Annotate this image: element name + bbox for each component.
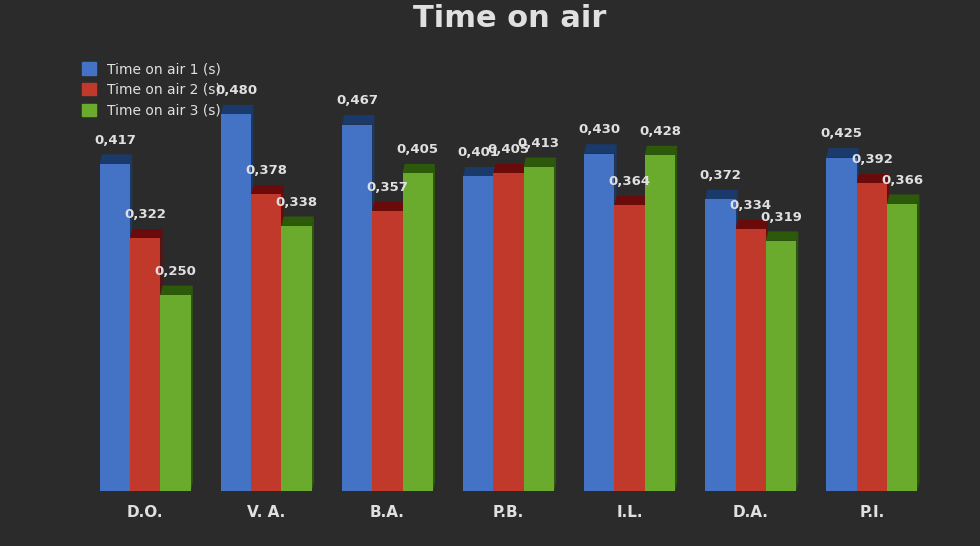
Polygon shape xyxy=(281,216,314,226)
Polygon shape xyxy=(220,105,254,114)
Bar xyxy=(130,239,161,491)
Text: 0,480: 0,480 xyxy=(215,84,257,97)
Text: 0,392: 0,392 xyxy=(851,153,893,166)
Legend: Time on air 1 (s), Time on air 2 (s), Time on air 3 (s): Time on air 1 (s), Time on air 2 (s), Ti… xyxy=(74,55,227,125)
Text: 0,319: 0,319 xyxy=(760,211,802,223)
Polygon shape xyxy=(736,190,738,491)
Polygon shape xyxy=(403,201,405,491)
Text: 0,372: 0,372 xyxy=(700,169,742,182)
Text: 0,405: 0,405 xyxy=(397,143,439,156)
Polygon shape xyxy=(464,167,496,176)
Polygon shape xyxy=(191,286,193,491)
Polygon shape xyxy=(614,144,616,491)
Polygon shape xyxy=(251,105,254,491)
Text: 0,428: 0,428 xyxy=(639,125,681,138)
Polygon shape xyxy=(887,174,889,491)
Polygon shape xyxy=(161,286,193,295)
Title: Time on air: Time on air xyxy=(413,4,607,33)
Polygon shape xyxy=(130,229,163,239)
Polygon shape xyxy=(433,164,435,491)
Polygon shape xyxy=(765,232,799,241)
Polygon shape xyxy=(493,164,526,173)
Bar xyxy=(220,114,251,491)
Polygon shape xyxy=(887,194,919,204)
Polygon shape xyxy=(523,164,526,491)
Polygon shape xyxy=(857,174,889,183)
Text: 0,378: 0,378 xyxy=(245,164,287,177)
Polygon shape xyxy=(917,194,919,491)
Polygon shape xyxy=(706,190,738,199)
Bar xyxy=(464,176,493,491)
Text: 0,338: 0,338 xyxy=(275,195,318,209)
Bar xyxy=(706,199,736,491)
Polygon shape xyxy=(614,196,647,205)
Polygon shape xyxy=(675,146,677,491)
Bar xyxy=(161,295,191,491)
Bar xyxy=(372,211,403,491)
Polygon shape xyxy=(523,158,556,167)
Bar xyxy=(281,226,312,491)
Bar xyxy=(493,173,523,491)
Bar xyxy=(857,183,887,491)
Bar xyxy=(887,204,917,491)
Polygon shape xyxy=(100,155,132,164)
Polygon shape xyxy=(251,185,283,194)
Polygon shape xyxy=(372,201,405,211)
Polygon shape xyxy=(857,148,858,491)
Bar xyxy=(403,173,433,491)
Text: 0,413: 0,413 xyxy=(517,136,560,150)
Bar xyxy=(765,241,796,491)
Bar xyxy=(826,158,857,491)
Polygon shape xyxy=(554,158,556,491)
Text: 0,417: 0,417 xyxy=(94,134,136,146)
Text: 0,322: 0,322 xyxy=(124,208,167,221)
Text: 0,430: 0,430 xyxy=(578,123,620,136)
Polygon shape xyxy=(372,115,374,491)
Text: 0,405: 0,405 xyxy=(487,143,529,156)
Bar xyxy=(584,153,614,491)
Polygon shape xyxy=(645,146,677,155)
Polygon shape xyxy=(493,167,496,491)
Text: 0,334: 0,334 xyxy=(730,199,772,212)
Bar xyxy=(100,164,130,491)
Polygon shape xyxy=(736,219,768,229)
Bar xyxy=(523,167,554,491)
Text: 0,364: 0,364 xyxy=(609,175,651,188)
Bar xyxy=(736,229,765,491)
Bar xyxy=(342,124,372,491)
Polygon shape xyxy=(312,216,314,491)
Bar xyxy=(251,194,281,491)
Text: 0,366: 0,366 xyxy=(881,174,923,187)
Polygon shape xyxy=(130,155,132,491)
Text: 0,401: 0,401 xyxy=(458,146,499,159)
Polygon shape xyxy=(584,144,616,153)
Polygon shape xyxy=(403,164,435,173)
Bar xyxy=(614,205,645,491)
Polygon shape xyxy=(342,115,374,124)
Polygon shape xyxy=(765,219,768,491)
Text: 0,357: 0,357 xyxy=(367,181,409,194)
Text: 0,467: 0,467 xyxy=(336,94,378,108)
Polygon shape xyxy=(281,185,283,491)
Text: 0,425: 0,425 xyxy=(820,127,862,140)
Bar xyxy=(645,155,675,491)
Polygon shape xyxy=(796,232,799,491)
Polygon shape xyxy=(645,196,647,491)
Polygon shape xyxy=(826,148,858,158)
Text: 0,250: 0,250 xyxy=(155,265,196,278)
Polygon shape xyxy=(161,229,163,491)
